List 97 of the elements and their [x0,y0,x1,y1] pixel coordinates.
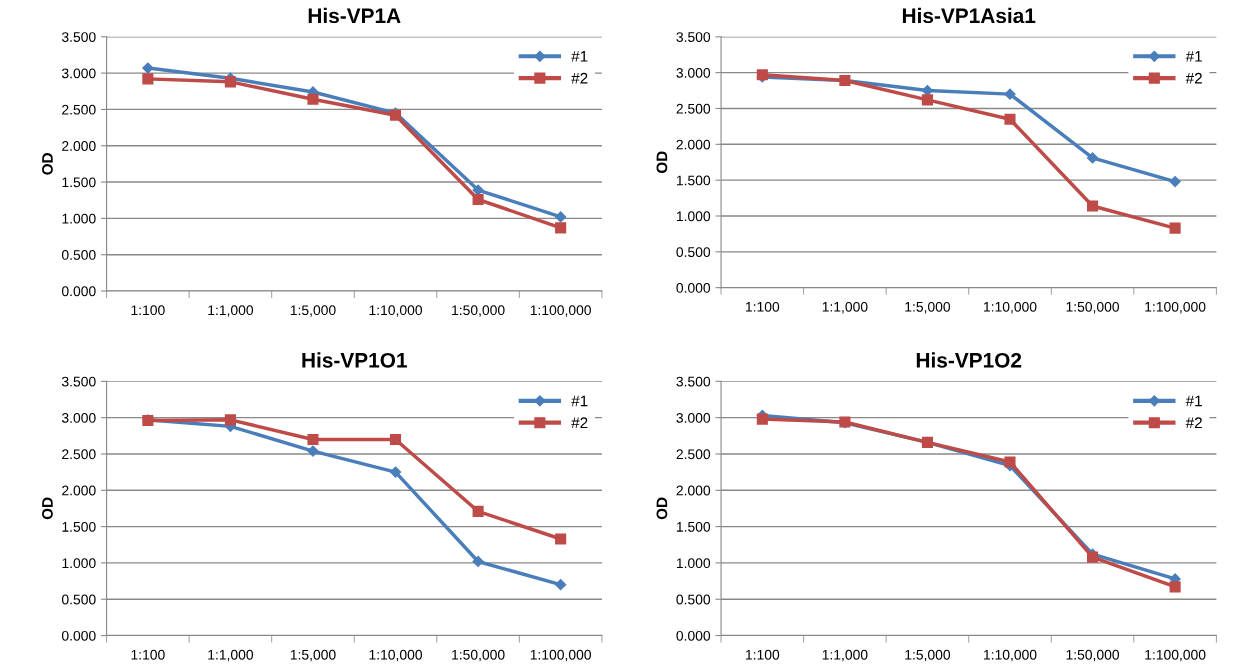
x-tick-label: 1:10,000 [984,301,1037,314]
y-axis-title: OD [42,497,53,520]
x-tick-label: 1:50,000 [1066,301,1120,314]
y-tick-label: 3.500 [61,32,96,42]
point [555,533,567,545]
x-tick-label: 1:50,000 [1066,649,1120,662]
x-tick-label: 1:5,000 [905,301,951,314]
point [389,466,402,478]
y-tick-label: 2.500 [676,103,711,114]
point [307,433,319,445]
y-tick-label: 2.000 [676,485,711,496]
y-axis-title: OD [656,497,668,520]
y-tick-label: 3.000 [61,412,96,423]
y-tick-label: 0.000 [61,630,96,641]
point [1004,88,1016,100]
x-tick-label: 1:100,000 [1145,649,1206,662]
y-tick-label: 1.500 [62,521,96,532]
x-tick-label: 1:100,000 [530,305,591,317]
y-tick-label: 1.500 [62,177,96,188]
chart-title: His-VP1A [308,7,401,24]
x-tick-label: 1:100 [746,649,780,660]
y-tick-label: 3.500 [676,376,711,387]
point [389,433,402,445]
y-tick-label: 3.000 [676,412,711,423]
point [472,505,484,517]
x-tick-label: 1:1,000 [208,649,254,662]
point [1004,113,1016,125]
legend-label: #1 [571,51,588,62]
point [1169,222,1181,234]
y-tick-label: 1.500 [676,521,711,532]
y-tick-label: 1.000 [62,558,96,569]
y-tick-label: 3.000 [676,67,711,78]
chart-title: His-VP1O1 [302,352,407,368]
x-tick-label: 1:5,000 [290,649,336,662]
point [1004,456,1016,468]
point [307,93,319,105]
y-axis-title: OD [656,151,668,174]
y-tick-label: 3.500 [61,376,96,387]
y-tick-label: 3.000 [61,68,96,79]
y-tick-label: 1.000 [676,558,711,569]
y-tick-label: 2.000 [62,485,96,496]
point [472,193,484,206]
point [1169,175,1181,188]
x-tick-label: 1:1,000 [822,649,868,662]
x-tick-label: 1:10,000 [984,649,1037,662]
point [224,76,236,88]
legend-label: #2 [571,417,588,429]
point [1169,581,1181,593]
y-tick-label: 0.500 [676,247,711,257]
legend-label: #2 [1185,72,1202,84]
y-tick-label: 2.000 [676,139,711,150]
chart-title: His-VP1O2 [916,352,1022,368]
y-tick-label: 1.000 [676,211,711,222]
point [555,211,567,223]
y-tick-label: 2.500 [62,104,96,115]
x-tick-label: 1:10,000 [369,649,423,662]
point [472,555,484,568]
y-tick-label: 0.000 [676,630,711,641]
x-tick-label: 1:10,000 [369,305,423,317]
x-tick-label: 1:5,000 [290,305,336,317]
x-tick-label: 1:1,000 [208,305,254,317]
x-tick-label: 1:50,000 [452,305,505,317]
y-tick-label: 0.500 [61,594,96,605]
legend-label: #1 [571,395,588,407]
y-tick-label: 0.000 [676,283,711,293]
legend-label: #2 [571,72,588,84]
y-tick-label: 1.000 [62,213,96,224]
point [555,579,567,591]
y-tick-label: 0.500 [676,594,711,605]
x-tick-label: 1:100 [131,649,165,660]
x-tick-label: 1:50,000 [452,649,505,662]
y-tick-label: 2.500 [62,449,96,460]
x-tick-label: 1:100 [131,305,165,316]
legend-label: #2 [1185,417,1202,429]
y-tick-label: 1.500 [676,175,711,186]
point [224,414,236,426]
legend-label: #1 [1185,395,1202,407]
point [142,73,154,85]
x-tick-label: 1:5,000 [905,649,951,662]
x-tick-label: 1:1,000 [822,301,868,314]
chart-title: His-VP1Asia1 [902,7,1036,24]
point [756,413,768,425]
x-tick-label: 1:100,000 [1145,301,1206,314]
point [921,94,933,106]
x-tick-label: 1:100,000 [530,649,591,662]
point [1086,200,1099,212]
y-tick-label: 2.000 [62,141,96,151]
point [1086,152,1099,164]
y-axis-title: OD [42,153,53,175]
y-tick-label: 3.500 [676,32,711,42]
point [555,222,567,234]
legend-label: #1 [1185,51,1202,62]
point [142,62,154,74]
y-tick-label: 0.000 [61,286,96,297]
y-tick-label: 2.500 [676,449,711,460]
x-tick-label: 1:100 [746,301,780,312]
y-tick-label: 0.500 [61,250,96,260]
